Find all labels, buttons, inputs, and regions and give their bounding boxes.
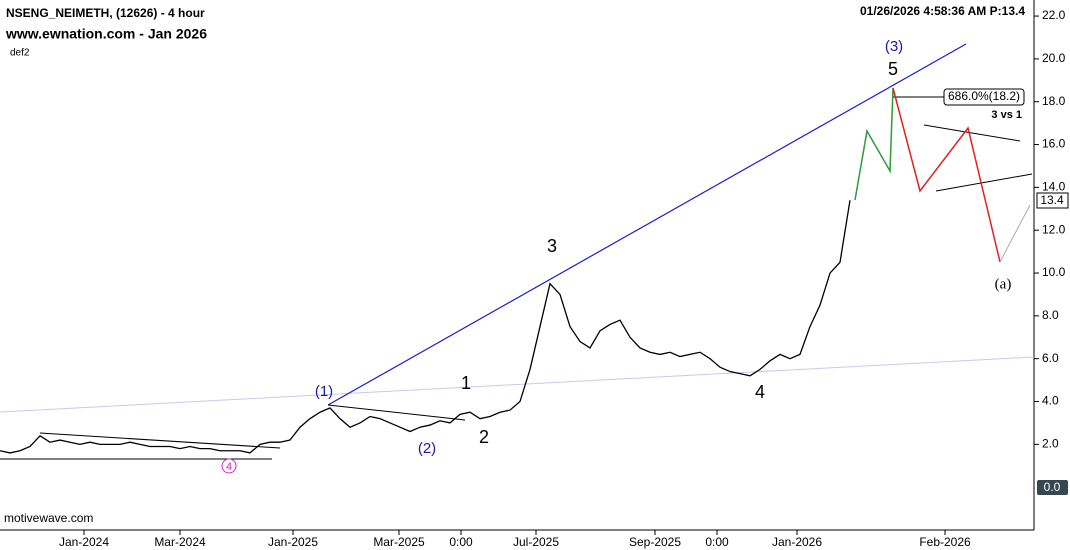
x-tick-label: Jan-2024 (59, 535, 109, 549)
y-tick-label: 12.0 (1042, 222, 1066, 236)
wave-label: (1) (315, 383, 333, 400)
x-tick-label: Sep-2025 (629, 535, 681, 549)
wave-circle (221, 458, 237, 474)
trend-line (39, 432, 281, 449)
study-label: def2 (10, 48, 30, 59)
wave-label: 4 (226, 461, 232, 473)
y-tick-label: 18.0 (1042, 94, 1066, 108)
price-line (0, 200, 851, 454)
y-tick-label: 20.0 (1042, 51, 1066, 65)
trend-line (0, 356, 1035, 413)
projection (999, 204, 1031, 263)
y-tick-label: 4.0 (1042, 394, 1059, 408)
timestamp: 01/26/2026 4:58:36 AM P:13.4 (860, 4, 1025, 18)
projection (854, 87, 894, 201)
wave-label: (3) (885, 38, 903, 55)
x-tick-label: Jan-2026 (772, 535, 822, 549)
wave-label: (a) (995, 276, 1012, 292)
x-tick-label: Mar-2025 (373, 535, 425, 549)
y-tick-label: 14.0 (1042, 180, 1066, 194)
trend-line (327, 43, 967, 406)
x-tick-label: 0:00 (449, 535, 473, 549)
wave-label: 2 (479, 427, 489, 447)
y-tick-label: 8.0 (1042, 308, 1059, 322)
x-tick-label: 0:00 (705, 535, 729, 549)
wave-label: 5 (888, 59, 898, 79)
wave-label: 4 (755, 382, 765, 402)
x-tick-label: Mar-2024 (154, 535, 206, 549)
zero-tag (1037, 480, 1068, 495)
chart-title: NSENG_NEIMETH, (12626) - 4 hour (6, 6, 205, 20)
trend-line (923, 124, 1021, 142)
x-tick-label: Jan-2025 (268, 535, 318, 549)
ratio-note: 3 vs 1 (991, 109, 1022, 121)
source: motivewave.com (4, 511, 93, 525)
projection (892, 87, 1001, 263)
y-tick-label: 22.0 (1042, 8, 1066, 22)
zero-tag-label: 0.0 (1044, 480, 1061, 494)
ratio-label: 686.0%(18.2) (948, 89, 1020, 103)
y-tick-label: 10.0 (1042, 265, 1066, 279)
chart-subtitle: www.ewnation.com - Jan 2026 (5, 26, 207, 42)
y-tick-label: 2.0 (1042, 437, 1059, 451)
wave-label: 1 (461, 373, 471, 393)
trend-line (935, 173, 1033, 192)
price-tag (1036, 192, 1069, 209)
wave-label: (2) (418, 440, 436, 457)
x-tick-label: Jul-2025 (513, 535, 559, 549)
x-tick-label: Feb-2026 (919, 535, 971, 549)
wave-label: 3 (547, 236, 557, 256)
ratio-box (943, 88, 1025, 106)
y-tick-label: 16.0 (1042, 137, 1066, 151)
trend-line (327, 404, 466, 421)
y-tick-label: 6.0 (1042, 351, 1059, 365)
price-tag-label: 13.4 (1040, 193, 1064, 207)
